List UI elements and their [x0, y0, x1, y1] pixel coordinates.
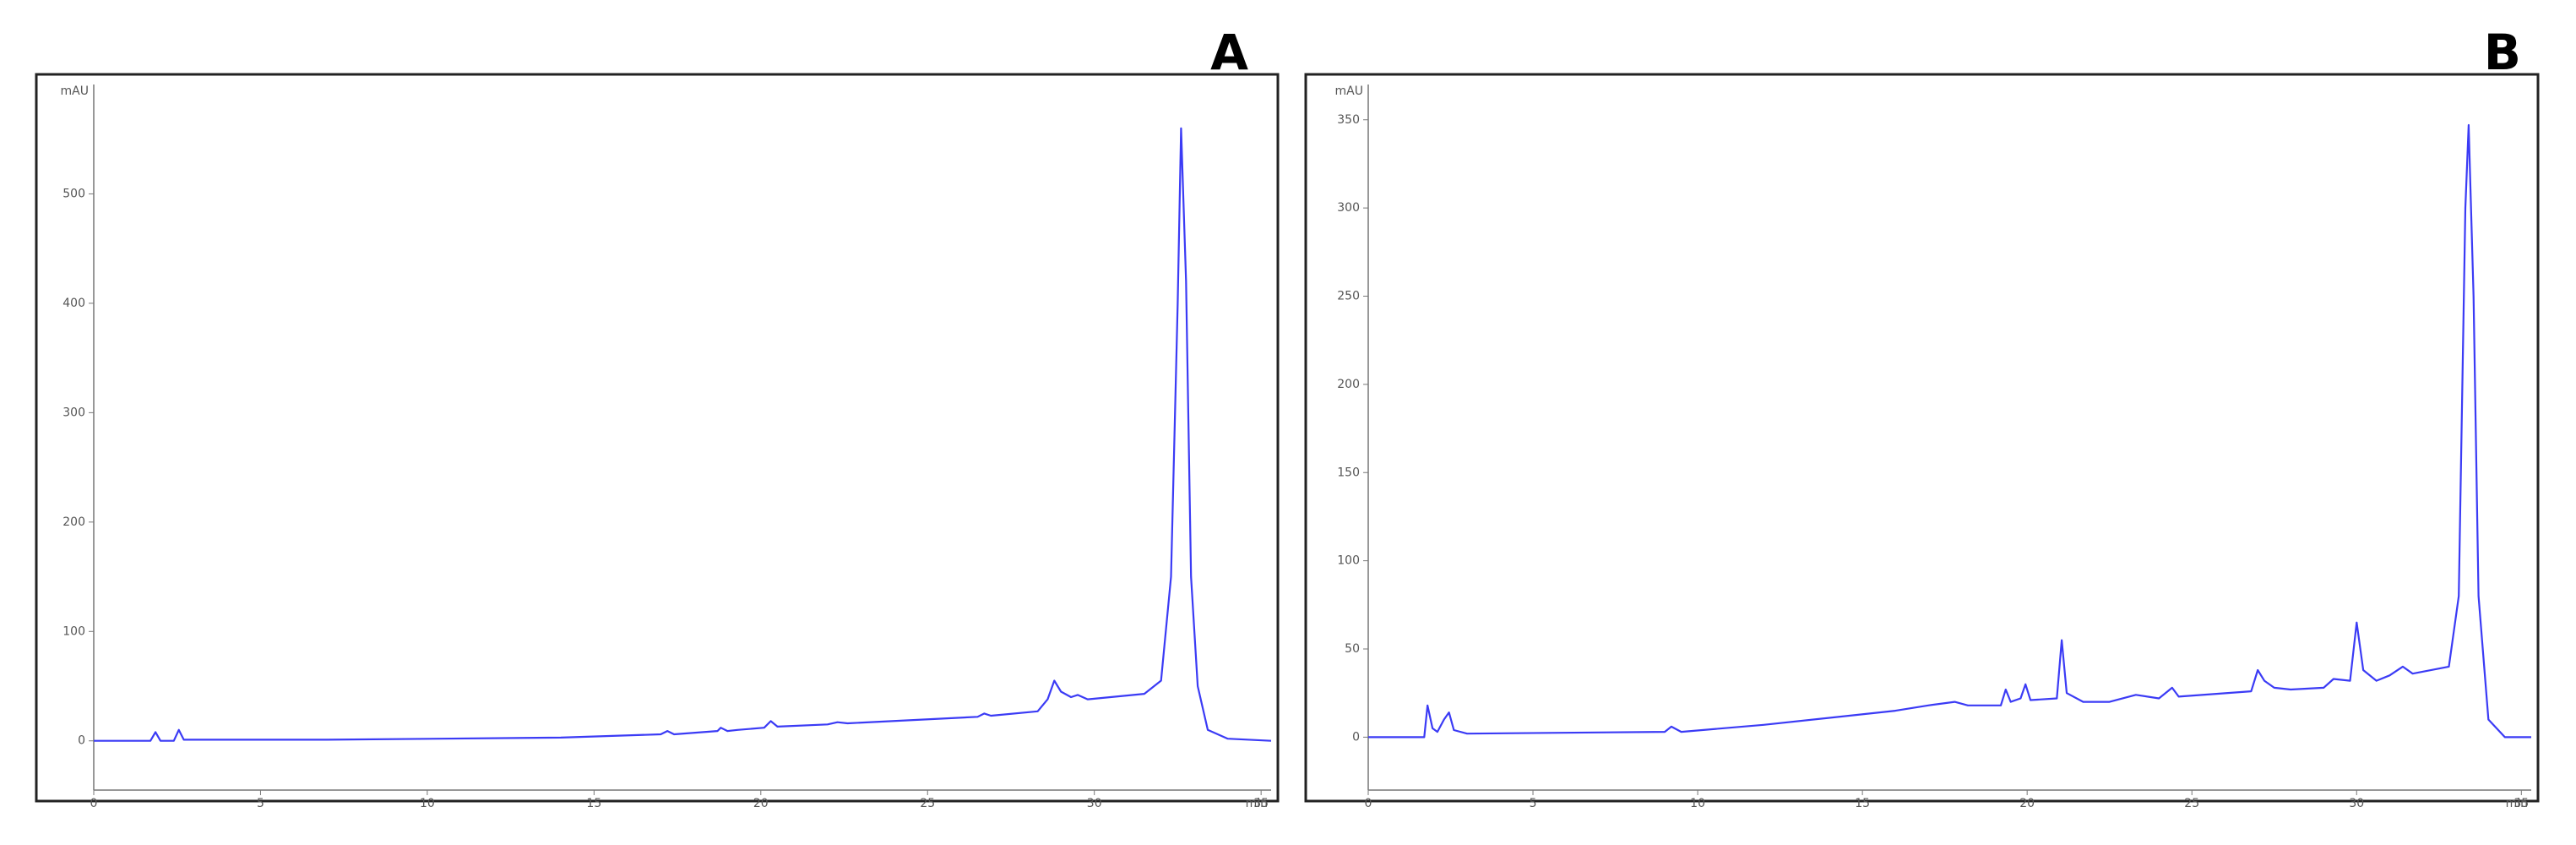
y-tick-label: 500 [62, 187, 85, 200]
y-axis-label: mAU [61, 84, 89, 98]
y-tick-label: 0 [1352, 730, 1360, 744]
x-tick-label: 15 [586, 797, 601, 810]
x-tick-label: 20 [2019, 797, 2035, 810]
x-axis-label: min [1246, 797, 1268, 810]
y-tick-label: 100 [1337, 554, 1360, 568]
panel-letter: B [2484, 24, 2521, 81]
y-tick-label: 300 [1337, 201, 1360, 215]
x-tick-label: 25 [920, 797, 935, 810]
x-tick-label: 20 [753, 797, 769, 810]
y-axis-label: mAU [1335, 84, 1363, 98]
x-tick-label: 35 [1253, 797, 1269, 810]
panel-frame [35, 73, 1280, 803]
y-tick-label: 150 [1337, 466, 1360, 479]
x-tick-label: 10 [420, 797, 435, 810]
x-axis-label: min [2506, 797, 2528, 810]
x-tick-label: 5 [1530, 797, 1537, 810]
x-tick-label: 10 [1690, 797, 1705, 810]
y-tick-label: 350 [1337, 113, 1360, 127]
panel-frame [1304, 73, 2540, 803]
x-tick-label: 5 [257, 797, 264, 810]
chromatogram-trace [94, 127, 1272, 742]
y-tick-label: 300 [62, 406, 85, 419]
y-tick-label: 200 [1337, 378, 1360, 391]
y-tick-label: 400 [62, 297, 85, 310]
x-tick-label: 30 [2349, 797, 2364, 810]
y-tick-label: 0 [78, 734, 85, 748]
x-tick-label: 0 [1365, 797, 1372, 810]
y-tick-label: 250 [1337, 290, 1360, 303]
x-tick-label: 30 [1087, 797, 1102, 810]
x-tick-label: 0 [90, 797, 98, 810]
x-tick-label: 25 [2184, 797, 2199, 810]
x-tick-label: 15 [1855, 797, 1870, 810]
chromatogram-trace [1368, 123, 2531, 739]
y-tick-label: 200 [62, 515, 85, 529]
y-tick-label: 50 [1345, 642, 1360, 656]
y-tick-label: 100 [62, 624, 85, 638]
x-tick-label: 35 [2514, 797, 2529, 810]
panel-letter: A [1210, 24, 1248, 81]
